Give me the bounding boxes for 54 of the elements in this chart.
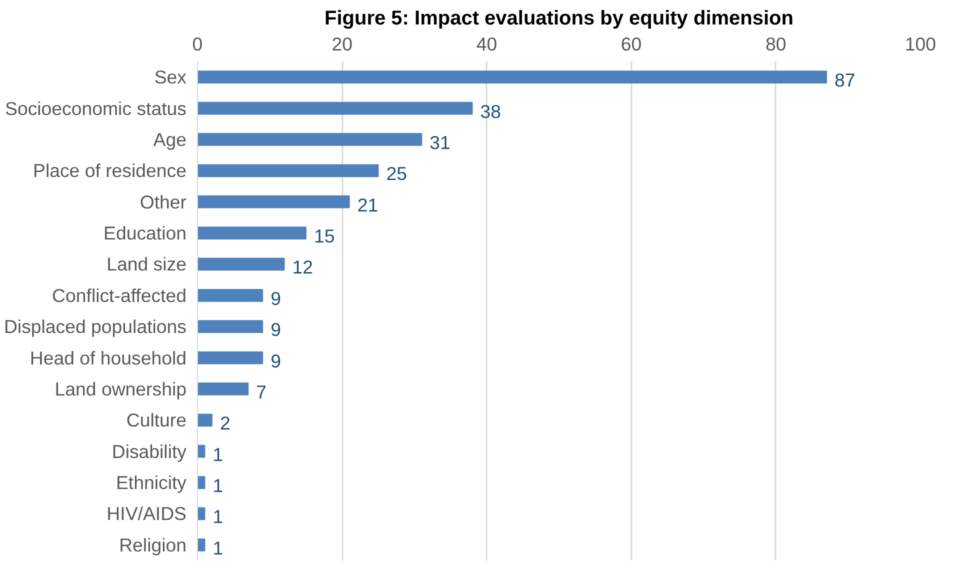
y-tick-label: Land ownership [54, 378, 187, 400]
data-label: 1 [212, 537, 224, 558]
y-tick-label: Disability [112, 440, 188, 462]
y-tick-label: Ethnicity [116, 472, 188, 494]
bar [198, 102, 473, 115]
x-tick-label: 100 [904, 34, 936, 54]
bar [198, 320, 264, 334]
data-label: 9 [270, 288, 281, 309]
x-tick-label: 60 [620, 34, 642, 54]
bar [198, 444, 206, 458]
data-label: 9 [270, 350, 281, 372]
bar [198, 164, 379, 178]
data-label: 25 [386, 163, 408, 184]
bar [198, 288, 264, 302]
data-label: 12 [292, 256, 314, 278]
data-label: 1 [212, 506, 224, 528]
y-tick-label: Head of household [30, 347, 187, 368]
bar [198, 226, 306, 240]
y-tick-label: Land size [106, 254, 187, 275]
bar [198, 258, 285, 271]
chart-title: Figure 5: Impact evaluations by equity dimension [324, 8, 794, 30]
data-label: 31 [430, 132, 450, 153]
y-tick-label: Other [140, 191, 187, 212]
data-label: 21 [357, 194, 378, 216]
bar [198, 133, 422, 146]
data-label: 7 [256, 381, 266, 402]
bar [198, 195, 350, 208]
x-tick-label: 20 [332, 34, 352, 54]
y-tick-label: Displaced populations [4, 316, 187, 338]
x-tick-label: 40 [476, 34, 498, 54]
y-tick-label: Age [153, 128, 187, 150]
y-tick-label: Education [104, 222, 187, 244]
data-label: 1 [212, 444, 224, 465]
y-tick-label: Culture [126, 410, 187, 431]
y-tick-label: HIV/AIDS [106, 503, 186, 524]
data-label: 15 [314, 226, 335, 247]
bar [198, 351, 264, 364]
y-tick-label: Place of residence [33, 160, 187, 182]
bar [198, 476, 206, 489]
y-tick-label: Religion [119, 534, 187, 556]
data-label: 9 [270, 319, 281, 340]
x-tick-label: 0 [192, 34, 203, 54]
bar [198, 382, 249, 396]
y-tick-label: Conflict-affected [52, 284, 187, 306]
data-label: 87 [834, 70, 856, 91]
y-tick-label: Socioeconomic status [5, 98, 187, 119]
bar [198, 70, 828, 84]
bar [198, 538, 206, 552]
y-tick-label: Sex [154, 66, 188, 88]
data-label: 2 [220, 412, 230, 434]
x-tick-label: 80 [766, 34, 786, 54]
data-label: 1 [212, 475, 224, 496]
bar [198, 414, 212, 427]
data-label: 38 [480, 100, 502, 122]
